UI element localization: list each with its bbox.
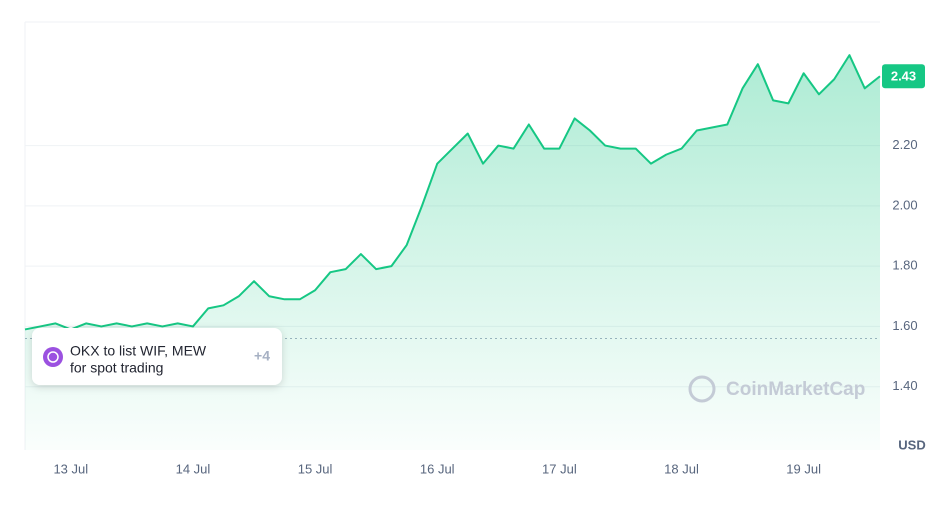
- tooltip-more: +4: [254, 348, 270, 364]
- y-tick-label: 1.40: [892, 378, 917, 393]
- watermark-text: CoinMarketCap: [726, 379, 865, 400]
- tooltip-icon: [43, 347, 63, 367]
- x-tick-label: 17 Jul: [542, 461, 577, 476]
- y-tick-label: 2.20: [892, 137, 917, 152]
- y-tick-label: 1.80: [892, 258, 917, 273]
- x-tick-label: 18 Jul: [664, 461, 699, 476]
- tooltip-line: for spot trading: [70, 360, 163, 376]
- price-line: [24, 54, 881, 331]
- watermark: CoinMarketCap: [688, 375, 865, 403]
- tooltip-icon-glyph: [47, 351, 59, 363]
- y-unit: USD: [898, 437, 925, 452]
- y-tick-label: 2.00: [892, 197, 917, 212]
- x-tick-label: 16 Jul: [420, 461, 455, 476]
- news-tooltip[interactable]: OKX to list WIF, MEW for spot trading +4: [32, 328, 282, 385]
- x-tick-label: 14 Jul: [176, 461, 211, 476]
- y-tick-label: 1.60: [892, 318, 917, 333]
- x-tick-label: 15 Jul: [298, 461, 333, 476]
- last-price-label: 2.43: [891, 69, 916, 84]
- tooltip-line: OKX to list WIF, MEW: [70, 343, 207, 359]
- x-tick-label: 13 Jul: [53, 461, 88, 476]
- tooltip-card: [32, 328, 282, 385]
- x-tick-label: 19 Jul: [786, 461, 821, 476]
- last-price-box: [882, 64, 925, 89]
- watermark-logo: [688, 375, 716, 403]
